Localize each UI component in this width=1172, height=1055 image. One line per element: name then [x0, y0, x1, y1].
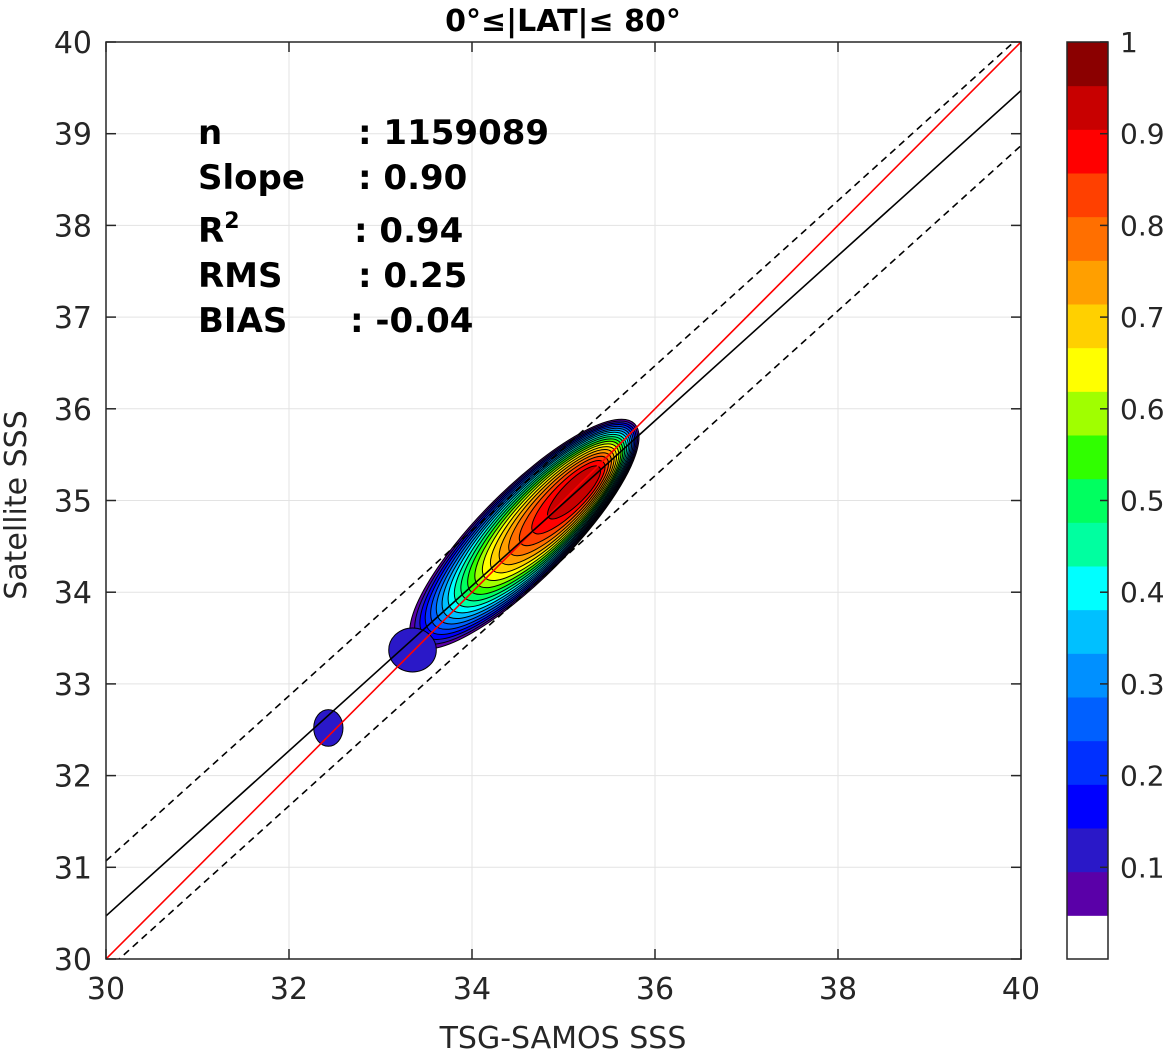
- colorbar-tick-label: 0.7: [1120, 301, 1165, 334]
- colorbar-tick-label: 0.6: [1120, 393, 1165, 426]
- colorbar-swatch: [1067, 173, 1108, 218]
- colorbar-swatch: [1067, 522, 1108, 567]
- stat-rms-value: : 0.25: [358, 256, 467, 296]
- colorbar-swatch: [1067, 216, 1108, 261]
- colorbar-swatch: [1067, 347, 1108, 392]
- colorbar-swatch: [1067, 304, 1108, 349]
- x-tick-label: 40: [1002, 972, 1040, 1007]
- colorbar-swatch: [1067, 653, 1108, 698]
- stat-n-value: : 1159089: [358, 113, 549, 153]
- chart-title: 0°≤|LAT|≤ 80°: [445, 4, 681, 39]
- colorbar-swatch: [1067, 915, 1108, 960]
- line-offset-lower: [118, 145, 1021, 959]
- y-tick-label: 36: [54, 393, 92, 428]
- colorbar-tick-label: 0.1: [1120, 851, 1165, 884]
- y-tick-label: 34: [54, 576, 92, 611]
- colorbar-swatch: [1067, 566, 1108, 611]
- colorbar-swatch: [1067, 129, 1108, 174]
- stat-n-label: n: [198, 113, 222, 153]
- colorbar-tick-label: 0.8: [1120, 209, 1165, 242]
- x-tick-label: 38: [819, 972, 857, 1007]
- y-tick-label: 40: [54, 26, 92, 61]
- stat-slope-value: : 0.90: [358, 158, 467, 198]
- colorbar-swatch: [1067, 697, 1108, 742]
- y-tick-label: 33: [54, 668, 92, 703]
- colorbar-swatch: [1067, 740, 1108, 785]
- y-tick-label: 30: [54, 943, 92, 978]
- colorbar-swatch: [1067, 435, 1108, 480]
- y-tick-label: 38: [54, 209, 92, 244]
- colorbar-swatch: [1067, 42, 1108, 87]
- plot-area: 30 32 34 36 38 40 30 31 32 33 34 35 36 37 38 39 40: [54, 26, 1040, 1007]
- stat-r2-superscript: 2: [224, 209, 239, 234]
- x-tick-label: 34: [453, 972, 491, 1007]
- y-axis-label: Satellite SSS: [0, 410, 34, 600]
- stat-r2-label: R2: [198, 209, 240, 251]
- colorbar-swatch: [1067, 609, 1108, 654]
- line-offset-upper: [106, 42, 1016, 862]
- x-tick-label: 30: [87, 972, 125, 1007]
- x-tick-label: 36: [636, 972, 674, 1007]
- reference-lines: [106, 42, 1021, 959]
- stat-r2-value: : 0.94: [354, 211, 463, 251]
- colorbar-tick-label: 0.4: [1120, 576, 1165, 609]
- colorbar-tick-label: 0.5: [1120, 485, 1165, 518]
- colorbar-tick-label: 0.9: [1120, 118, 1165, 151]
- stat-slope-label: Slope: [198, 158, 305, 198]
- axis-ticks: 30 32 34 36 38 40 30 31 32 33 34 35 36 37 38 39 40: [54, 26, 1040, 1007]
- colorbar-tick-label: 1: [1120, 26, 1138, 59]
- colorbar-swatch: [1067, 871, 1108, 916]
- colorbar-swatch: [1067, 391, 1108, 436]
- colorbar-tick-label: 0.3: [1120, 668, 1165, 701]
- colorbar-swatch: [1067, 260, 1108, 305]
- y-tick-label: 31: [54, 851, 92, 886]
- stat-r2-base: R: [198, 211, 224, 251]
- stat-bias-label: BIAS: [198, 301, 287, 341]
- line-one-to-one: [106, 42, 1021, 959]
- colorbar-swatch: [1067, 828, 1108, 873]
- stat-bias-value: : -0.04: [350, 301, 473, 341]
- colorbar-swatch: [1067, 784, 1108, 829]
- grid: [106, 42, 1021, 959]
- x-tick-label: 32: [270, 972, 308, 1007]
- x-axis-label: TSG-SAMOS SSS: [439, 1021, 687, 1055]
- stat-rms-label: RMS: [198, 256, 283, 296]
- colorbar: 0.1 0.2 0.3 0.4 0.5 0.6 0.7 0.8 0.9 1: [1066, 26, 1165, 960]
- stats-box: n : 1159089 Slope : 0.90 R2 : 0.94 RMS :…: [198, 113, 549, 341]
- colorbar-swatch: [1067, 85, 1108, 130]
- y-tick-label: 39: [54, 118, 92, 153]
- y-tick-label: 37: [54, 301, 92, 336]
- y-tick-label: 35: [54, 485, 92, 520]
- colorbar-tick-label: 0.2: [1120, 760, 1165, 793]
- line-regression: [106, 90, 1021, 917]
- y-tick-label: 32: [54, 760, 92, 795]
